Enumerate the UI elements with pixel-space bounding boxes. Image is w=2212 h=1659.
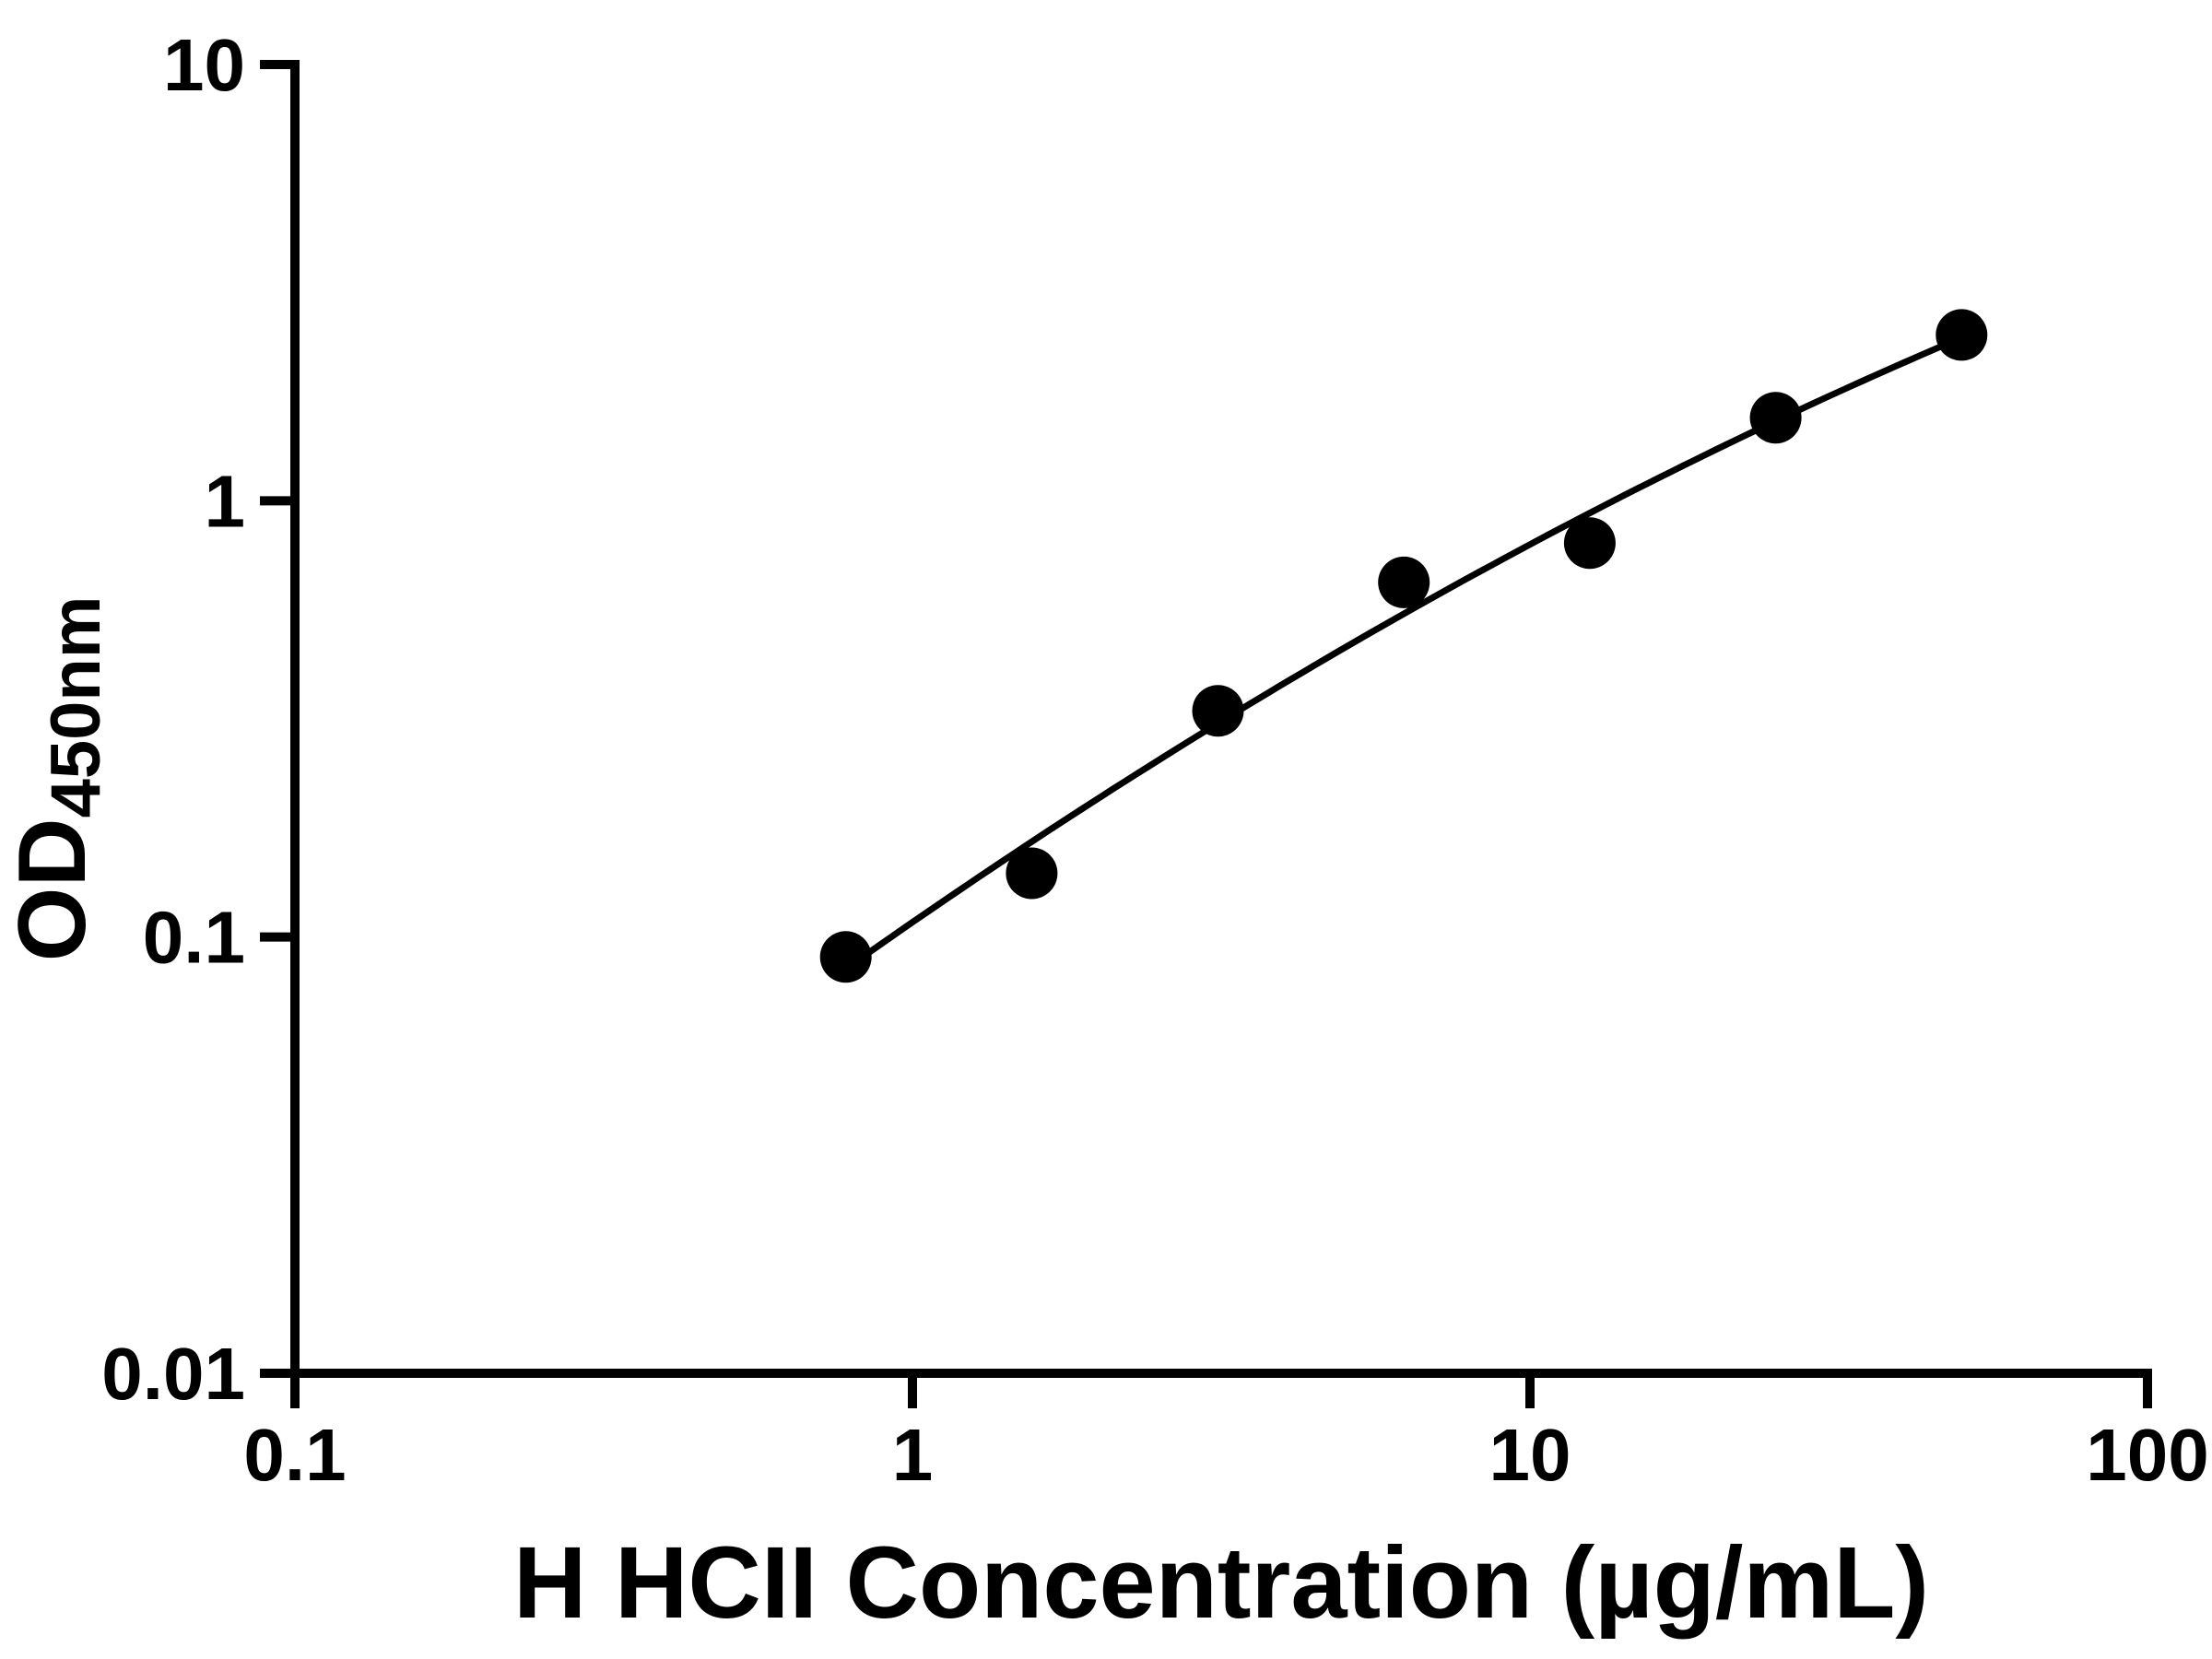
y-tick-label: 0.01 xyxy=(101,1333,245,1415)
data-point xyxy=(1006,847,1058,900)
y-axis-title: OD450nm xyxy=(0,596,115,962)
data-point xyxy=(1749,392,1802,444)
data-point xyxy=(1563,517,1616,570)
x-tick-label: 100 xyxy=(2086,1414,2208,1496)
x-tick-label: 10 xyxy=(1489,1414,1571,1496)
y-axis-title-subscript: 450nm xyxy=(37,596,115,818)
x-tick-label: 0.1 xyxy=(243,1414,346,1496)
x-axis-title: H HCII Concentration (µg/mL) xyxy=(513,1526,1929,1640)
y-tick-label: 10 xyxy=(163,24,245,106)
data-point xyxy=(1378,556,1430,608)
y-tick-label: 1 xyxy=(205,460,246,542)
y-tick-label: 0.1 xyxy=(143,897,245,979)
data-point xyxy=(819,931,872,983)
data-point xyxy=(1192,685,1244,737)
plot-area xyxy=(819,309,1988,983)
y-axis-title-text: OD xyxy=(0,818,106,961)
x-tick-label: 1 xyxy=(892,1414,934,1496)
data-point xyxy=(1936,309,1988,361)
